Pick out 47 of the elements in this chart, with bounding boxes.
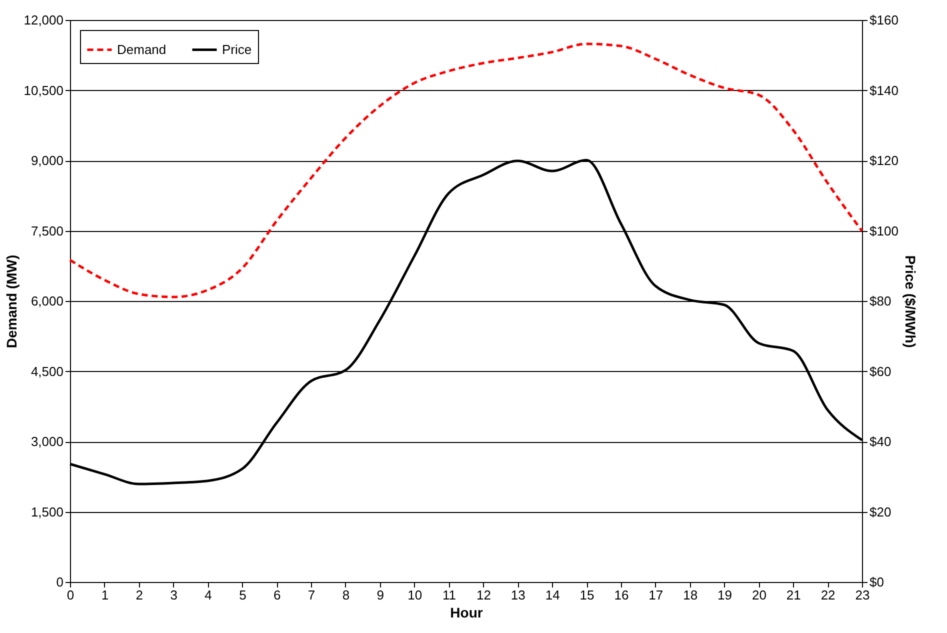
- y2-axis-title: Price ($/MWh): [902, 255, 918, 348]
- y2-tick-label: $40: [870, 434, 892, 449]
- y2-tick-label: $60: [870, 364, 892, 379]
- y-tick-label: 10,500: [24, 82, 64, 98]
- x-tick-label: 4: [204, 588, 212, 602]
- legend-label: Price: [222, 42, 252, 57]
- x-tick-label: 14: [545, 588, 560, 602]
- y2-tick-label: $140: [870, 82, 898, 98]
- x-tick-label: 7: [308, 588, 316, 602]
- x-tick-label: 0: [66, 588, 74, 602]
- x-tick-label: 1: [101, 588, 109, 602]
- y-tick-label: 1,500: [30, 504, 64, 520]
- x-tick-label: 21: [786, 588, 801, 602]
- y2-tick-label: $80: [870, 294, 892, 308]
- x-tick-label: 15: [580, 588, 594, 602]
- y-axis-title: Demand (MW): [4, 254, 20, 348]
- x-tick-label: 13: [510, 588, 526, 602]
- y-tick-label: 9,000: [30, 153, 64, 168]
- y-tick-label: 7,500: [30, 223, 64, 238]
- x-tick-label: 6: [273, 588, 281, 602]
- y-tick-label: 6,000: [30, 294, 64, 308]
- x-tick-label: 20: [752, 588, 766, 602]
- y2-tick-label: $160: [870, 12, 898, 28]
- x-tick-label: 9: [376, 588, 384, 602]
- y2-tick-label: $120: [870, 153, 898, 168]
- x-tick-label: 23: [855, 588, 870, 602]
- y2-tick-label: $20: [870, 504, 892, 520]
- y-tick-label: 4,500: [30, 364, 64, 379]
- x-tick-label: 22: [820, 588, 836, 602]
- y2-tick-label: $100: [870, 223, 898, 238]
- x-tick-label: 5: [239, 588, 246, 602]
- x-tick-label: 18: [683, 588, 698, 602]
- x-tick-label: 8: [342, 588, 350, 602]
- x-tick-label: 3: [170, 588, 178, 602]
- x-tick-label: 19: [718, 588, 732, 602]
- x-tick-label: 16: [614, 588, 629, 602]
- x-tick-label: 11: [442, 588, 456, 602]
- x-tick-label: 12: [476, 588, 491, 602]
- x-tick-label: 10: [408, 588, 422, 602]
- y-tick-label: 3,000: [30, 434, 64, 449]
- y-tick-label: 0: [56, 574, 64, 590]
- y2-tick-label: $0: [870, 574, 884, 590]
- x-tick-label: 17: [648, 588, 664, 602]
- legend-label: Demand: [117, 42, 166, 57]
- y-tick-label: 12,000: [24, 12, 64, 28]
- x-axis-title: Hour: [450, 604, 484, 620]
- x-tick-label: 2: [136, 588, 143, 602]
